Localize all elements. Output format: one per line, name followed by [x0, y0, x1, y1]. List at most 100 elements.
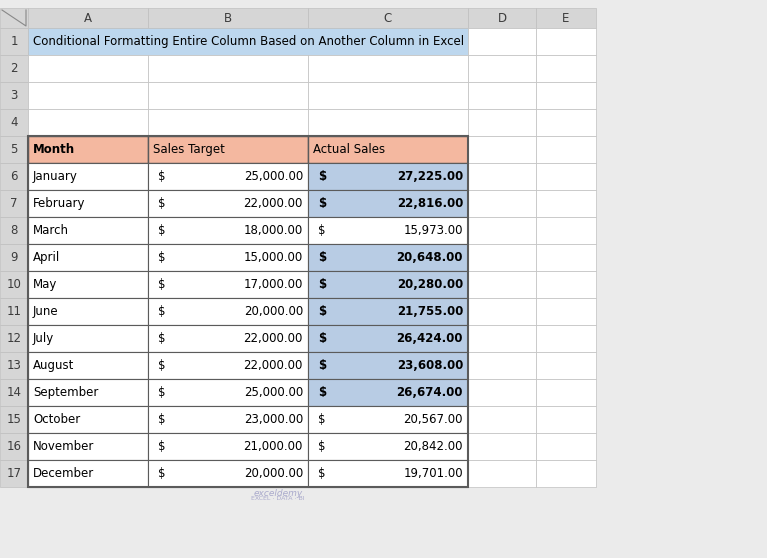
Bar — [468, 325, 536, 352]
Bar — [536, 244, 596, 271]
Bar — [0, 271, 28, 298]
Text: 15: 15 — [7, 413, 21, 426]
Bar — [28, 460, 148, 487]
Bar — [468, 298, 536, 325]
Text: E: E — [562, 12, 570, 25]
Bar — [148, 55, 308, 82]
Bar — [308, 433, 468, 460]
Bar — [468, 406, 536, 433]
Text: 20,280.00: 20,280.00 — [397, 278, 463, 291]
Bar — [148, 379, 308, 406]
Bar — [148, 217, 308, 244]
Bar — [28, 82, 148, 109]
Bar — [536, 217, 596, 244]
Text: November: November — [33, 440, 94, 453]
Text: August: August — [33, 359, 74, 372]
Bar — [28, 136, 148, 163]
Text: $: $ — [158, 278, 166, 291]
Text: March: March — [33, 224, 69, 237]
Bar — [468, 190, 536, 217]
Text: 22,000.00: 22,000.00 — [244, 332, 303, 345]
Text: May: May — [33, 278, 58, 291]
Bar — [28, 433, 148, 460]
Bar — [148, 8, 308, 28]
Text: $: $ — [158, 197, 166, 210]
Bar — [308, 163, 468, 190]
Text: $: $ — [318, 170, 326, 183]
Text: $: $ — [158, 224, 166, 237]
Text: 14: 14 — [6, 386, 21, 399]
Text: December: December — [33, 467, 94, 480]
Text: $: $ — [318, 359, 326, 372]
Bar — [308, 244, 468, 271]
Text: $: $ — [318, 251, 326, 264]
Bar — [148, 271, 308, 298]
Text: February: February — [33, 197, 85, 210]
Bar — [148, 406, 308, 433]
Bar — [28, 190, 148, 217]
Text: $: $ — [158, 170, 166, 183]
Text: 22,000.00: 22,000.00 — [244, 197, 303, 210]
Text: 10: 10 — [7, 278, 21, 291]
Bar — [28, 217, 148, 244]
Bar — [308, 298, 468, 325]
Bar — [28, 379, 148, 406]
Text: 26,424.00: 26,424.00 — [397, 332, 463, 345]
Text: 3: 3 — [10, 89, 18, 102]
Bar — [536, 163, 596, 190]
Bar — [0, 352, 28, 379]
Text: EXCEL · DATA · BI: EXCEL · DATA · BI — [251, 497, 304, 502]
Bar — [536, 271, 596, 298]
Bar — [308, 271, 468, 298]
Bar — [308, 406, 468, 433]
Text: April: April — [33, 251, 61, 264]
Text: $: $ — [318, 440, 325, 453]
Bar — [308, 352, 468, 379]
Text: 1: 1 — [10, 35, 18, 48]
Bar — [28, 28, 468, 55]
Text: 5: 5 — [10, 143, 18, 156]
Bar — [28, 8, 148, 28]
Bar — [0, 298, 28, 325]
Text: A: A — [84, 12, 92, 25]
Bar — [28, 244, 148, 271]
Bar — [0, 109, 28, 136]
Text: B: B — [224, 12, 232, 25]
Text: 8: 8 — [10, 224, 18, 237]
Bar — [28, 136, 468, 487]
Bar — [0, 28, 28, 55]
Text: $: $ — [158, 251, 166, 264]
Bar — [536, 136, 596, 163]
Bar — [468, 433, 536, 460]
Text: 20,842.00: 20,842.00 — [403, 440, 463, 453]
Text: $: $ — [158, 359, 166, 372]
Text: 11: 11 — [6, 305, 21, 318]
Bar — [148, 190, 308, 217]
Text: 7: 7 — [10, 197, 18, 210]
Bar — [536, 433, 596, 460]
Text: 23,000.00: 23,000.00 — [244, 413, 303, 426]
Text: June: June — [33, 305, 58, 318]
Bar — [28, 271, 148, 298]
Bar — [0, 460, 28, 487]
Text: 9: 9 — [10, 251, 18, 264]
Bar — [536, 8, 596, 28]
Bar — [468, 109, 536, 136]
Text: 17: 17 — [6, 467, 21, 480]
Bar — [308, 82, 468, 109]
Bar — [148, 298, 308, 325]
Bar — [468, 163, 536, 190]
Text: $: $ — [158, 413, 166, 426]
Bar — [148, 82, 308, 109]
Text: $: $ — [318, 224, 325, 237]
Bar — [0, 8, 28, 28]
Text: 19,701.00: 19,701.00 — [403, 467, 463, 480]
Bar — [0, 190, 28, 217]
Bar — [0, 379, 28, 406]
Text: 17,000.00: 17,000.00 — [244, 278, 303, 291]
Bar — [308, 8, 468, 28]
Bar — [0, 433, 28, 460]
Text: 25,000.00: 25,000.00 — [244, 386, 303, 399]
Bar — [28, 109, 148, 136]
Bar — [28, 55, 148, 82]
